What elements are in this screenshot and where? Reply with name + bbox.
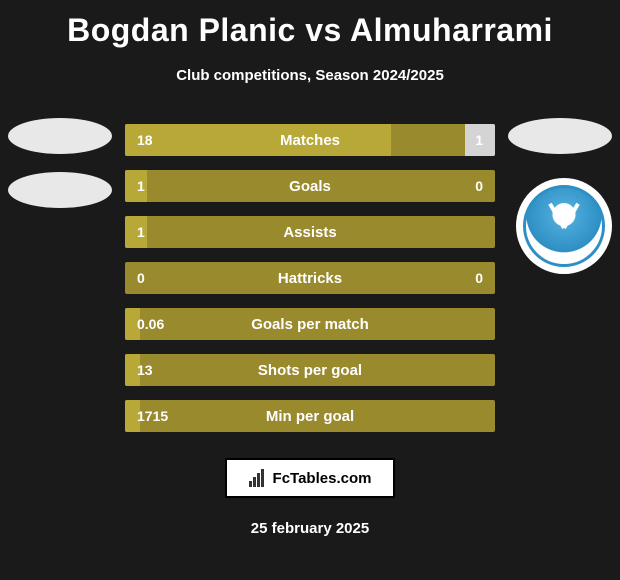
avatar-placeholder-icon: [8, 172, 112, 208]
stat-label: Goals: [289, 178, 331, 195]
brand-logo: FcTables.com: [225, 458, 395, 498]
page-title: Bogdan Planic vs Almuharrami: [0, 0, 620, 49]
stat-value-left: 13: [137, 362, 153, 378]
stats-container: 18 Matches 1 1 Goals 0 1 Assists 0 Hattr…: [125, 124, 495, 432]
stat-label: Matches: [280, 132, 340, 149]
stat-row-assists: 1 Assists: [125, 216, 495, 248]
stat-value-right: 0: [475, 270, 483, 286]
stat-row-goals: 1 Goals 0: [125, 170, 495, 202]
stat-value-left: 18: [137, 132, 153, 148]
stat-row-goals-per-match: 0.06 Goals per match: [125, 308, 495, 340]
stat-row-shots-per-goal: 13 Shots per goal: [125, 354, 495, 386]
stat-value-left: 1: [137, 224, 145, 240]
avatar-placeholder-icon: [508, 118, 612, 154]
stat-label: Assists: [283, 224, 336, 241]
stat-value-left: 1: [137, 178, 145, 194]
avatar-placeholder-icon: [8, 118, 112, 154]
subtitle: Club competitions, Season 2024/2025: [0, 67, 620, 84]
brand-text: FcTables.com: [273, 470, 372, 487]
stat-value-left: 0.06: [137, 316, 164, 332]
club-logo-right: [516, 178, 612, 274]
stat-value-right: 1: [475, 132, 483, 148]
stat-value-left: 1715: [137, 408, 168, 424]
stat-value-right: 0: [475, 178, 483, 194]
bar-chart-icon: [249, 469, 267, 487]
stat-value-left: 0: [137, 270, 145, 286]
stat-left-fill: [125, 124, 391, 156]
stat-row-matches: 18 Matches 1: [125, 124, 495, 156]
player-left-avatars: [8, 118, 112, 226]
club-crest-icon: [523, 185, 605, 267]
stat-label: Hattricks: [278, 270, 342, 287]
stat-label: Goals per match: [251, 316, 369, 333]
stat-row-hattricks: 0 Hattricks 0: [125, 262, 495, 294]
snapshot-date: 25 february 2025: [0, 520, 620, 537]
player-right-avatars: [508, 118, 612, 172]
stat-label: Min per goal: [266, 408, 354, 425]
stat-label: Shots per goal: [258, 362, 362, 379]
stat-row-min-per-goal: 1715 Min per goal: [125, 400, 495, 432]
